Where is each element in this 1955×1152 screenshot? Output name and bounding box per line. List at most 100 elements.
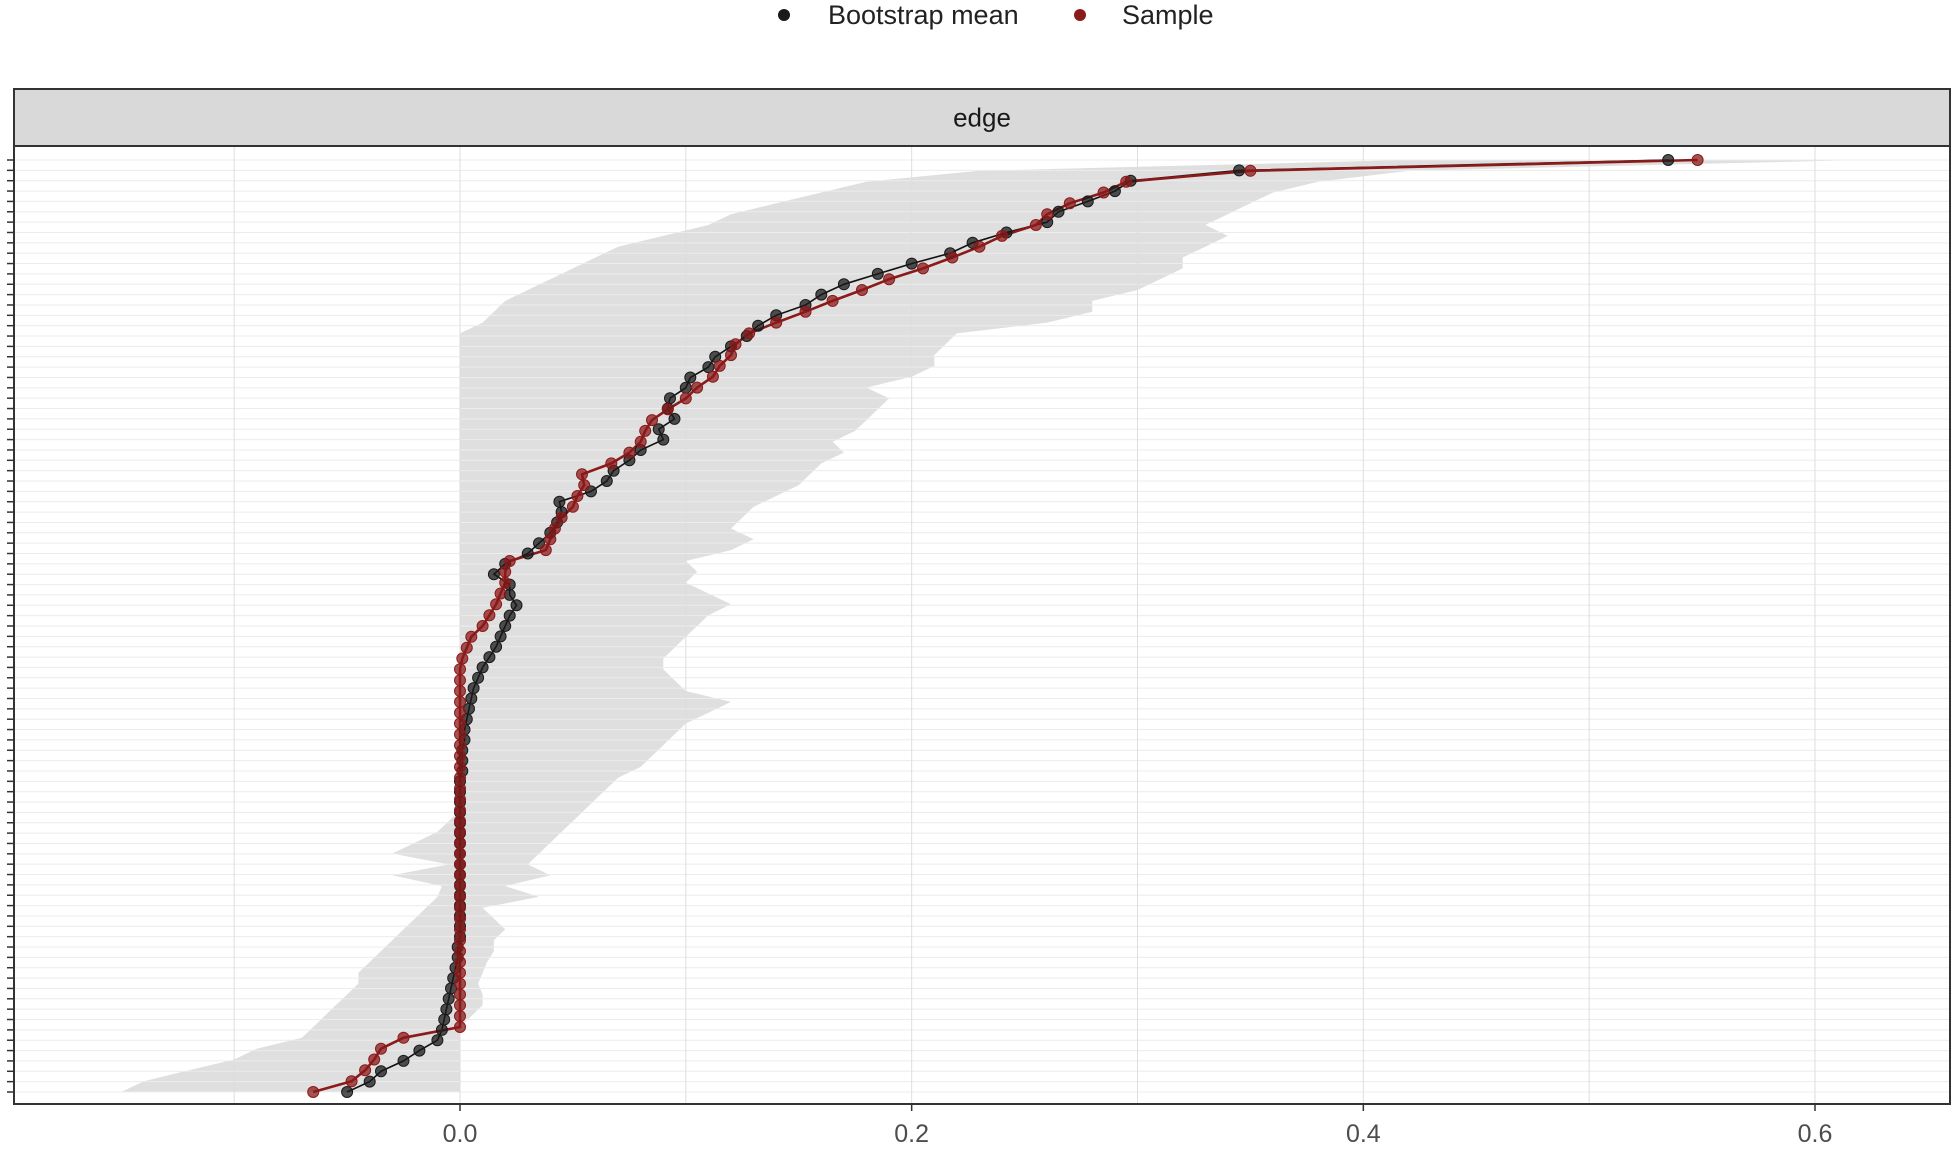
data-point-sample bbox=[454, 674, 466, 687]
data-point-sample bbox=[454, 890, 466, 903]
data-point-bootstrap bbox=[397, 1054, 410, 1067]
data-point-sample bbox=[725, 349, 737, 362]
data-point-sample bbox=[770, 316, 783, 329]
data-point-sample bbox=[454, 782, 466, 795]
data-point-sample bbox=[368, 1053, 381, 1066]
data-point-bootstrap bbox=[815, 288, 828, 301]
data-point-sample bbox=[946, 251, 959, 264]
data-point-bootstrap bbox=[467, 682, 480, 695]
data-point-sample bbox=[454, 717, 466, 730]
facet-strip-box bbox=[13, 88, 1951, 147]
data-point-sample bbox=[646, 414, 658, 427]
data-point-sample bbox=[639, 424, 652, 437]
ci-band-area bbox=[121, 160, 1861, 1092]
data-point-bootstrap bbox=[553, 495, 566, 508]
data-point-sample bbox=[454, 956, 466, 968]
data-point-bootstrap bbox=[494, 630, 507, 643]
data-point-bootstrap bbox=[1233, 164, 1246, 177]
facet-strip: edge bbox=[13, 88, 1951, 1105]
data-point-bootstrap bbox=[521, 547, 534, 560]
data-point-sample bbox=[578, 479, 591, 492]
data-point-bootstrap bbox=[503, 609, 516, 622]
data-point-sample bbox=[454, 804, 466, 817]
data-point-sample bbox=[454, 999, 466, 1012]
x-tick-label: 0.6 bbox=[1798, 1120, 1833, 1148]
data-point-bootstrap bbox=[652, 423, 665, 436]
data-point-sample bbox=[634, 435, 647, 448]
y-axis bbox=[7, 159, 14, 1093]
data-point-sample bbox=[691, 381, 704, 394]
data-point-sample bbox=[494, 587, 507, 600]
data-point-sample bbox=[1120, 175, 1133, 188]
data-point-bootstrap bbox=[657, 433, 670, 446]
data-point-sample bbox=[917, 262, 929, 275]
data-point-sample bbox=[623, 446, 636, 459]
data-point-sample bbox=[1063, 197, 1076, 210]
data-point-sample bbox=[1691, 154, 1704, 166]
data-point-bootstrap bbox=[413, 1044, 426, 1057]
facet-strip-label: edge bbox=[953, 103, 1011, 133]
data-point-sample bbox=[454, 750, 466, 762]
panel-border bbox=[13, 145, 1951, 1105]
data-point-sample bbox=[799, 305, 812, 318]
data-point-sample bbox=[539, 544, 552, 557]
data-point-bootstrap bbox=[1052, 205, 1065, 218]
data-point-sample bbox=[826, 294, 839, 307]
data-point-sample bbox=[454, 912, 466, 925]
x-axis: 0.0 0.2 0.4 0.6 bbox=[443, 1104, 1833, 1148]
data-point-sample bbox=[483, 609, 496, 622]
data-point-sample bbox=[345, 1075, 358, 1088]
data-point-sample bbox=[454, 771, 466, 784]
x-tick-label: 0.0 bbox=[443, 1120, 478, 1148]
data-point-sample bbox=[605, 457, 618, 470]
data-point-sample bbox=[454, 934, 466, 947]
data-point-sample bbox=[503, 555, 516, 567]
data-point-sample bbox=[548, 522, 561, 535]
data-point-sample bbox=[454, 880, 466, 893]
data-point-bootstrap bbox=[483, 651, 496, 664]
data-point-sample bbox=[454, 663, 466, 676]
data-point-sample bbox=[454, 728, 466, 741]
data-point-sample bbox=[713, 359, 726, 372]
data-point-sample bbox=[454, 847, 466, 860]
data-point-sample bbox=[454, 869, 466, 882]
data-point-bootstrap bbox=[664, 392, 676, 405]
data-point-bootstrap bbox=[837, 278, 850, 291]
data-point-sample bbox=[499, 565, 512, 578]
grid bbox=[14, 146, 1950, 1104]
data-point-bootstrap bbox=[490, 640, 503, 653]
legend-label-sample: Sample bbox=[1122, 0, 1214, 30]
data-point-sample bbox=[454, 685, 466, 697]
data-point-sample bbox=[460, 641, 473, 654]
data-point-bootstrap bbox=[438, 1013, 451, 1026]
data-point-sample bbox=[555, 511, 568, 524]
data-point-sample bbox=[454, 945, 466, 958]
data-point-sample bbox=[454, 988, 466, 1001]
data-point-sample bbox=[454, 977, 466, 990]
legend-label-bootstrap: Bootstrap mean bbox=[828, 0, 1019, 30]
data-point-bootstrap bbox=[341, 1086, 354, 1098]
data-point-sample bbox=[454, 836, 466, 849]
data-point-bootstrap bbox=[440, 1003, 453, 1016]
data-point-sample bbox=[454, 825, 466, 838]
data-point-sample bbox=[454, 966, 466, 979]
data-point-bootstrap bbox=[472, 671, 485, 684]
data-point-bootstrap bbox=[668, 412, 681, 425]
data-point-sample bbox=[454, 901, 466, 914]
data-point-sample bbox=[706, 370, 719, 383]
data-point-sample bbox=[973, 240, 986, 253]
x-tick-label: 0.2 bbox=[894, 1120, 929, 1148]
confidence-band bbox=[121, 160, 1861, 1092]
data-point-bootstrap bbox=[1108, 185, 1121, 198]
data-point-bootstrap bbox=[600, 475, 613, 487]
data-point-sample bbox=[729, 338, 742, 351]
data-point-sample bbox=[499, 576, 512, 589]
data-point-sample bbox=[1041, 208, 1054, 221]
data-point-sample bbox=[454, 923, 466, 936]
data-point-sample bbox=[743, 327, 756, 340]
data-point-bootstrap bbox=[510, 599, 523, 612]
data-point-bootstrap bbox=[465, 692, 478, 705]
data-point-sample bbox=[454, 815, 466, 828]
data-point-bootstrap bbox=[1081, 195, 1094, 208]
